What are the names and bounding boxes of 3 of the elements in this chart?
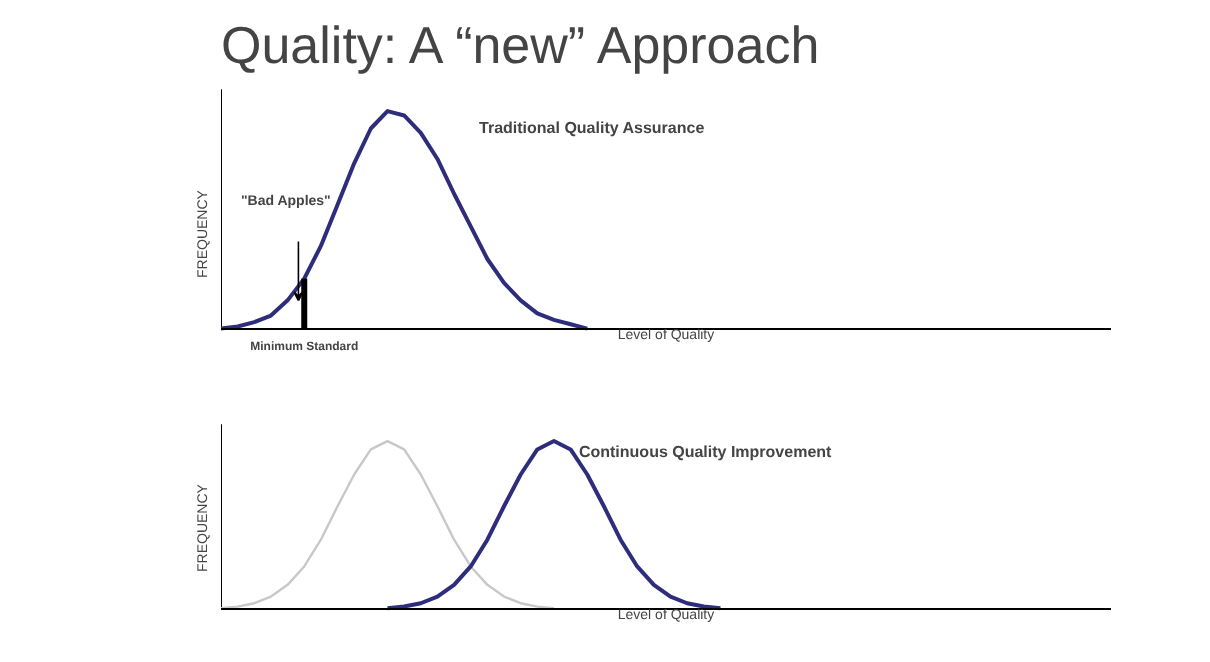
annotation: Traditional Quality Assurance [479,119,706,138]
annotation: Continuous Quality Improvement [578,443,833,462]
chart-title: Quality: A “new” Approach [221,15,820,75]
